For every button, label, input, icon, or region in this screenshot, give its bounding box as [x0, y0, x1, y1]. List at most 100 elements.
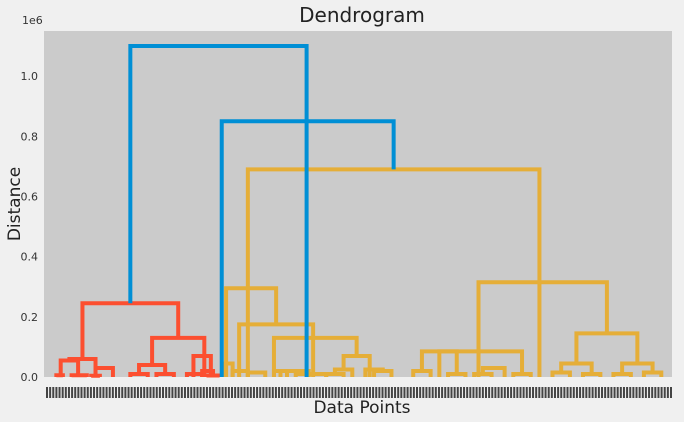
leaf-tick — [274, 387, 277, 398]
leaf-tick — [387, 387, 390, 398]
leaf-tick — [202, 387, 205, 398]
dendrogram-link-6 — [67, 356, 98, 376]
leaf-tick — [102, 387, 105, 398]
leaf-tick — [356, 387, 359, 398]
leaf-tick — [594, 387, 597, 398]
leaf-tick — [626, 387, 629, 398]
y-tick-label: 0.8 — [21, 130, 39, 143]
leaf-tick — [425, 387, 428, 398]
leaf-tick — [256, 387, 259, 398]
leaf-tick — [409, 387, 412, 398]
leaf-tick — [525, 387, 528, 398]
leaf-tick — [93, 387, 96, 398]
leaf-tick — [187, 387, 190, 398]
leaf-tick — [463, 387, 466, 398]
leaf-tick — [481, 387, 484, 398]
leaf-tick — [278, 387, 281, 398]
leaf-tick — [441, 387, 444, 398]
leaf-tick — [111, 387, 114, 398]
leaf-tick — [89, 387, 92, 398]
dendrogram-link-39 — [559, 361, 594, 374]
leaf-tick — [466, 387, 469, 398]
leaf-tick — [469, 387, 472, 398]
leaf-tick — [447, 387, 450, 398]
leaf-tick — [456, 387, 459, 398]
leaf-tick — [434, 387, 437, 398]
leaf-tick — [340, 387, 343, 398]
leaf-tick — [149, 387, 152, 398]
leaf-tick — [252, 387, 255, 398]
leaf-tick — [143, 387, 146, 398]
leaf-tick — [221, 387, 224, 398]
leaf-tick — [394, 387, 397, 398]
leaf-tick — [372, 387, 375, 398]
leaf-tick — [453, 387, 456, 398]
leaf-tick — [171, 387, 174, 398]
leaf-tick — [553, 387, 556, 398]
leaf-tick — [622, 387, 625, 398]
dendrogram-link-28 — [237, 322, 316, 377]
leaf-tick — [130, 387, 133, 398]
leaf-tick — [629, 387, 632, 398]
leaf-tick — [619, 387, 622, 398]
leaf-tick — [49, 387, 52, 398]
leaf-tick — [234, 387, 237, 398]
chart-title: Dendrogram — [299, 3, 425, 27]
leaf-tick — [547, 387, 550, 398]
leaf-tick — [597, 387, 600, 398]
leaf-tick — [136, 387, 139, 398]
leaf-tick — [657, 387, 660, 398]
leaf-tick — [563, 387, 566, 398]
leaf-tick — [375, 387, 378, 398]
leaf-tick — [321, 387, 324, 398]
dendrogram-link-37 — [550, 370, 572, 377]
dendrogram-link-27 — [271, 335, 359, 377]
dendrogram-link-42 — [620, 361, 655, 374]
leaf-tick — [309, 387, 312, 398]
leaf-tick — [494, 387, 497, 398]
leaf-tick — [271, 387, 274, 398]
leaf-tick — [368, 387, 371, 398]
leaf-tick — [155, 387, 158, 398]
leaf-tick — [444, 387, 447, 398]
leaf-tick — [437, 387, 440, 398]
leaf-tick — [491, 387, 494, 398]
leaf-tick — [212, 387, 215, 398]
leaf-tick — [378, 387, 381, 398]
leaf-tick — [180, 387, 183, 398]
leaf-tick — [610, 387, 613, 398]
leaf-tick — [246, 387, 249, 398]
leaf-tick — [416, 387, 419, 398]
leaf-tick — [77, 387, 80, 398]
leaf-tick — [96, 387, 99, 398]
leaf-tick — [227, 387, 230, 398]
leaf-tick — [648, 387, 651, 398]
leaf-tick — [190, 387, 193, 398]
leaf-tick — [199, 387, 202, 398]
leaf-tick — [353, 387, 356, 398]
leaf-tick — [350, 387, 353, 398]
y-offset-label: 1e6 — [22, 14, 43, 27]
leaf-tick — [522, 387, 525, 398]
leaf-tick — [575, 387, 578, 398]
y-tick-label: 0.6 — [21, 190, 39, 203]
leaf-tick — [384, 387, 387, 398]
leaf-tick — [510, 387, 513, 398]
leaf-tick — [412, 387, 415, 398]
leaf-tick — [318, 387, 321, 398]
leaf-tick — [538, 387, 541, 398]
leaf-tick — [196, 387, 199, 398]
dendrogram-link-15 — [80, 301, 181, 359]
leaf-tick — [601, 387, 604, 398]
leaf-tick — [644, 387, 647, 398]
y-tick-label: 1.0 — [21, 70, 39, 83]
dendrogram-links — [54, 44, 664, 378]
leaf-tick — [205, 387, 208, 398]
leaf-tick — [635, 387, 638, 398]
leaf-tick — [259, 387, 262, 398]
dendrogram-link-34 — [480, 365, 507, 377]
leaf-tick — [566, 387, 569, 398]
leaf-tick — [607, 387, 610, 398]
leaf-tick — [334, 387, 337, 398]
leaf-tick — [265, 387, 268, 398]
